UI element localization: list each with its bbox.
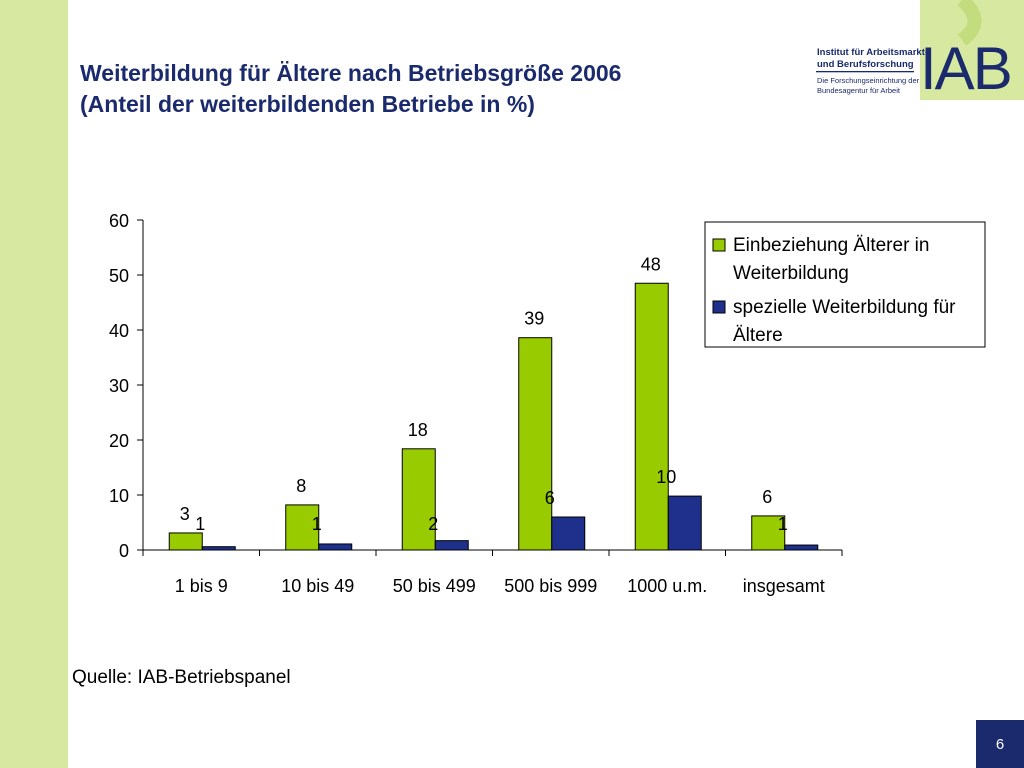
legend-label-series-2: Ältere [733,325,783,346]
legend-label-series-1: Einbeziehung Älterer in [733,235,929,256]
logo-subtitle-line-1: Die Forschungseinrichtung der [817,76,920,85]
data-label-series-1: 6 [762,487,772,507]
logo-institute-line-2: und Berufsforschung [817,59,914,70]
data-label-series-1: 3 [180,504,190,524]
data-label-series-2: 1 [312,514,322,534]
y-tick-label: 0 [119,541,129,561]
legend-box [704,221,986,348]
y-tick-label: 30 [109,376,129,396]
source-note: Quelle: IAB-Betriebspanel [72,667,291,688]
data-label-series-1: 18 [408,420,428,440]
logo-divider [816,71,914,73]
bar-series-2 [667,495,702,551]
logo-b-watermark [957,0,982,46]
data-label-series-2: 1 [195,514,205,534]
data-label-series-1: 48 [641,254,661,274]
title-line-1: Weiterbildung für Ältere nach Betriebsgr… [80,60,622,86]
left-color-band [0,0,68,768]
page-number: 6 [976,720,1024,768]
logo-background [816,0,1024,100]
data-label-series-2: 6 [545,488,555,508]
x-tick-label: 500 bis 999 [504,576,597,596]
bar-series-2 [784,544,819,551]
x-tick-label: 50 bis 499 [393,576,476,596]
y-tick-label: 60 [109,211,129,231]
bar-series-2 [551,516,586,551]
logo-iab-mark: IAB [920,35,1013,102]
bar-series-1 [518,337,553,551]
data-label-series-2: 2 [428,514,438,534]
logo-subtitle-line-2: Bundesagentur für Arbeit [817,86,900,95]
bar-series-1 [634,282,669,551]
legend-label-series-1: Weiterbildung [733,263,849,284]
iab-logo: Institut für Arbeitsmarkt- und Berufsfor… [812,0,1024,102]
data-label-series-1: 8 [296,476,306,496]
title-line-2: (Anteil der weiterbildenden Betriebe in … [80,91,535,117]
bar-chart: 0 10 20 30 40 50 60 1 bis 9 10 bis 49 50 bis 499 5… [109,211,986,596]
data-label-series-2: 10 [656,467,676,487]
bar-series-1 [285,504,320,551]
y-tick-label: 50 [109,266,129,286]
data-label-series-2: 1 [778,514,788,534]
x-tick-label: 1000 u.m. [627,576,707,596]
x-tick-label: 1 bis 9 [175,576,228,596]
slide-title: Weiterbildung für Ältere nach Betriebsgr… [80,58,780,120]
y-tick-label: 20 [109,431,129,451]
bar-series-2 [318,543,353,551]
legend-swatch-series-1 [712,238,726,252]
bar-series-1 [401,448,436,551]
legend-swatch-series-2 [712,300,726,314]
legend-label-series-2: spezielle Weiterbildung für [733,297,956,318]
x-tick-label: 10 bis 49 [281,576,354,596]
bar-series-2 [434,540,469,551]
x-tick-label: insgesamt [743,576,825,596]
y-tick-label: 40 [109,321,129,341]
y-tick-label: 10 [109,486,129,506]
bar-series-1 [751,515,786,551]
bar-series-1 [168,532,203,551]
data-label-series-1: 39 [524,309,544,329]
bar-series-2 [201,546,236,551]
logo-institute-line-1: Institut für Arbeitsmarkt- [817,47,929,58]
